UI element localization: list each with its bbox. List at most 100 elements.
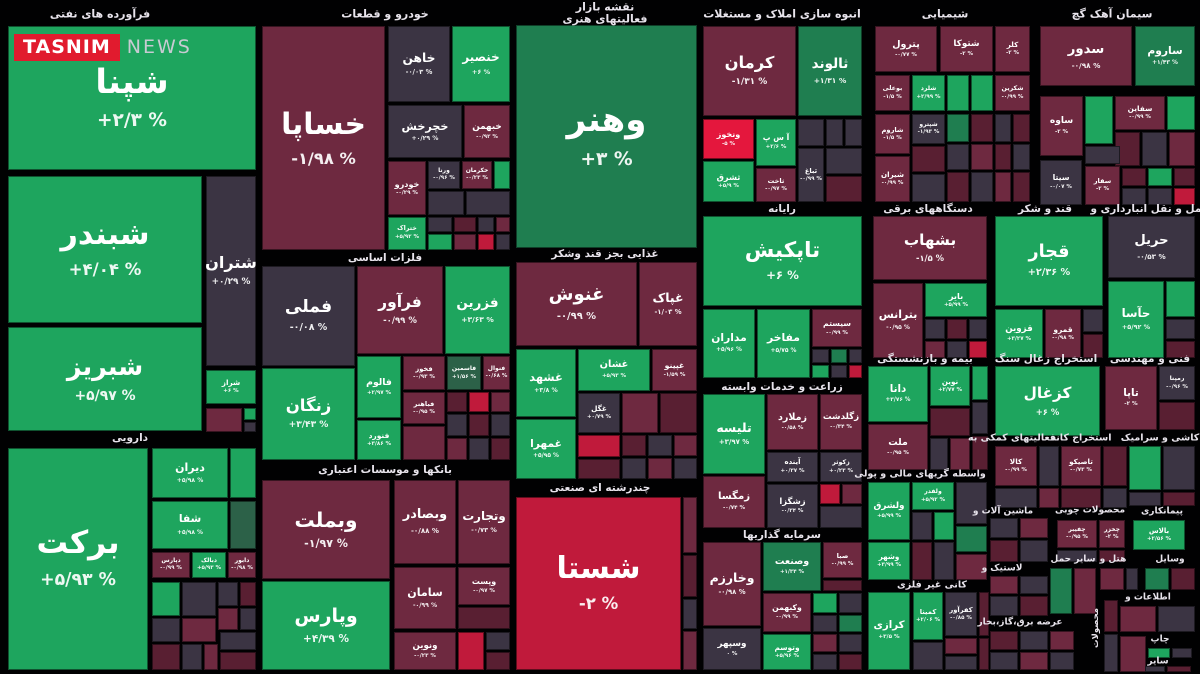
tile[interactable] <box>947 341 967 358</box>
tile[interactable] <box>831 365 847 378</box>
tile-سیستم[interactable]: سیستم -۰/۹۹ % <box>812 309 862 347</box>
tile-زشگزا[interactable]: زشگزا -۰/۳۴ % <box>767 484 818 528</box>
tile-دابور[interactable]: دابور -۰/۹۸ % <box>228 552 256 578</box>
tile[interactable] <box>1074 568 1096 614</box>
tile-کرمان[interactable]: کرمان -۱/۳۱ % <box>703 26 796 116</box>
tile[interactable] <box>494 161 510 189</box>
tile[interactable] <box>182 582 216 616</box>
tile[interactable] <box>1129 492 1161 506</box>
tile-ونخوز[interactable]: ونخوز -۵ % <box>703 119 754 159</box>
tile[interactable] <box>1020 631 1048 650</box>
tile-فنوال[interactable]: فنوال -۰/۶۸ % <box>483 356 510 390</box>
tile-بشهاب[interactable]: بشهاب -۱/۵ % <box>873 216 987 280</box>
tile[interactable] <box>220 652 256 670</box>
tile[interactable] <box>578 459 620 479</box>
tile[interactable] <box>945 638 977 654</box>
tile-زمگسا[interactable]: زمگسا -۰/۷۴ % <box>703 476 765 528</box>
tile[interactable] <box>182 644 202 670</box>
tile-سدور[interactable]: سدور -۰/۹۸ % <box>1040 26 1132 86</box>
tile[interactable] <box>240 582 256 606</box>
tile[interactable] <box>240 608 256 630</box>
tile[interactable] <box>1166 281 1195 317</box>
tile[interactable] <box>622 458 646 479</box>
tile-رمپنا[interactable]: رمپنا -۰/۹۶ % <box>1159 366 1195 400</box>
tile[interactable] <box>491 414 510 436</box>
tile[interactable] <box>956 554 987 580</box>
tile-ثاخت[interactable]: ثاخت -۰/۹۷ % <box>756 168 796 202</box>
tile-نوین[interactable]: نوین +۲/۷۷ % <box>930 366 970 406</box>
tile-خاهن[interactable]: خاهن -۰/۰۳ % <box>388 26 450 102</box>
tile-ولشرق[interactable]: ولشرق +۵/۹۹ % <box>868 482 910 540</box>
tile-قمرو[interactable]: قمرو -۰/۹۸ % <box>1045 309 1081 358</box>
tile[interactable] <box>1120 636 1146 672</box>
tile[interactable] <box>1039 446 1059 486</box>
tile[interactable] <box>220 632 256 650</box>
tile[interactable] <box>947 144 969 170</box>
tile[interactable] <box>995 488 1037 508</box>
tile[interactable] <box>849 349 862 363</box>
tile-آ س پ[interactable]: آ س پ +۲/۶ % <box>756 119 796 166</box>
tile-غشهد[interactable]: غشهد +۳/۸ % <box>516 349 576 417</box>
tile-وتوسم[interactable]: وتوسم +۵/۹۶ % <box>763 634 811 670</box>
tile-خودرو[interactable]: خودرو -۰/۲۹ % <box>388 161 426 215</box>
tile[interactable] <box>1061 488 1101 508</box>
tile-صبا[interactable]: صبا -۰/۹۹ % <box>823 542 862 578</box>
tile[interactable] <box>925 341 945 358</box>
tile-حریل[interactable]: حریل -۰/۵۳ % <box>1108 216 1195 278</box>
tile-بترانس[interactable]: بترانس -۰/۹۵ % <box>873 283 923 358</box>
tile-شاروم[interactable]: شاروم -۱/۵ % <box>875 114 910 154</box>
tile[interactable] <box>1148 168 1172 186</box>
tile-زکوثر[interactable]: زکوثر +۰/۲۳ % <box>820 452 862 482</box>
tile-قزوین[interactable]: قزوین +۳/۲۷ % <box>995 309 1043 358</box>
tile-دیران[interactable]: دیران +۵/۹۸ % <box>152 448 228 498</box>
tile-فخوز[interactable]: فخوز -۰/۹۳ % <box>403 356 445 390</box>
tile[interactable] <box>674 458 697 479</box>
tile[interactable] <box>648 458 672 479</box>
tile[interactable] <box>826 176 862 202</box>
tile-غگل[interactable]: غگل +۰/۷۹ % <box>578 393 620 433</box>
tile-زگلدشت[interactable]: زگلدشت -۰/۳۴ % <box>820 394 862 450</box>
tile-تاپا[interactable]: تاپا -۲ % <box>1105 366 1157 430</box>
tile[interactable] <box>1039 488 1059 508</box>
tile[interactable] <box>995 144 1011 170</box>
tile[interactable] <box>826 148 862 174</box>
tile[interactable] <box>478 234 494 250</box>
tile-شبندر[interactable]: شبندر +۴/۰۴ % <box>8 176 202 323</box>
tile[interactable] <box>812 365 829 378</box>
tile[interactable] <box>486 652 510 670</box>
tile[interactable] <box>1057 550 1097 562</box>
tile[interactable] <box>218 582 238 606</box>
tile[interactable] <box>1167 96 1195 130</box>
tile-تاپکیش[interactable]: تاپکیش +۶ % <box>703 216 862 306</box>
tile-پترول[interactable]: پترول -۰/۷۷ % <box>875 26 937 72</box>
tile[interactable] <box>913 642 943 670</box>
tile-شیران[interactable]: شیران -۰/۹۹ % <box>875 156 910 202</box>
tile[interactable] <box>820 484 840 504</box>
tile-وبملت[interactable]: وبملت -۱/۹۷ % <box>262 480 390 579</box>
tile-ورنا[interactable]: ورنا -۰/۹۶ % <box>428 161 460 189</box>
tile[interactable] <box>831 349 847 363</box>
tile[interactable] <box>1050 631 1074 650</box>
tile-ملت[interactable]: ملت -۰/۹۵ % <box>868 424 928 470</box>
tile[interactable] <box>812 349 829 363</box>
tile-تلیسه[interactable]: تلیسه +۳/۹۷ % <box>703 394 765 474</box>
tile-وپارس[interactable]: وپارس +۴/۳۹ % <box>262 581 390 670</box>
tile-مداران[interactable]: مداران +۵/۹۶ % <box>703 309 755 378</box>
tile-وهنر[interactable]: وهنر +۳ % <box>516 25 697 248</box>
tile[interactable] <box>990 576 1018 594</box>
tile-خساپا[interactable]: خساپا -۱/۹۸ % <box>262 26 385 250</box>
tile[interactable] <box>230 501 256 549</box>
tile-وبصادر[interactable]: وبصادر -۰/۸۸ % <box>394 480 456 564</box>
tile[interactable] <box>204 644 218 670</box>
tile[interactable] <box>1171 568 1195 590</box>
tile[interactable] <box>152 644 180 670</box>
tile[interactable] <box>950 438 970 470</box>
tile[interactable] <box>428 217 452 232</box>
tile[interactable] <box>1104 634 1118 672</box>
tile[interactable] <box>995 114 1011 142</box>
tile[interactable] <box>995 172 1011 202</box>
tile[interactable] <box>971 144 993 170</box>
tile-غپینو[interactable]: غپینو -۱/۵۹ % <box>652 349 697 391</box>
tile[interactable] <box>945 656 977 670</box>
tile[interactable] <box>496 234 510 250</box>
